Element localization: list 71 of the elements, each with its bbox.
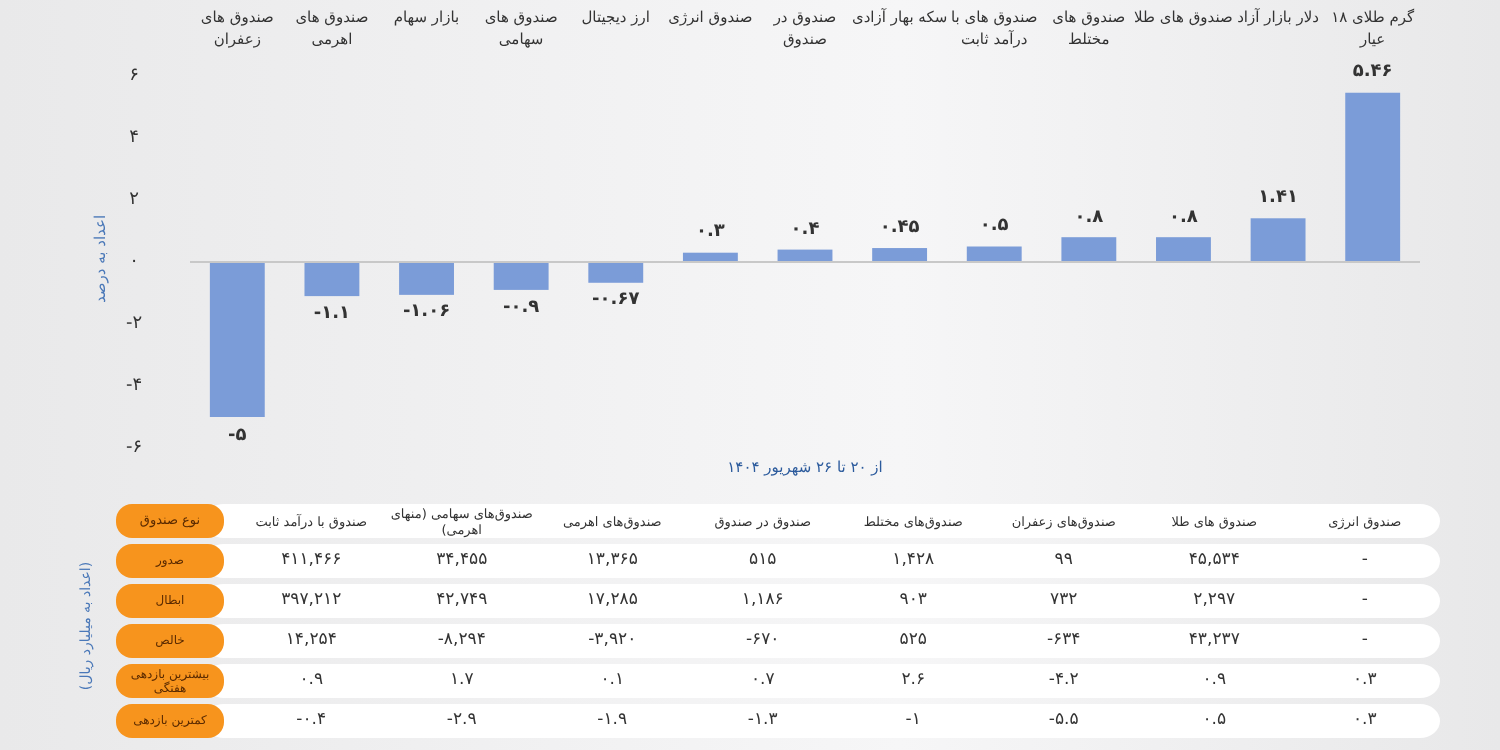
bar	[493, 262, 549, 290]
bar	[1345, 92, 1401, 262]
data-label: ۵.۴۶	[1350, 60, 1395, 87]
text: ۱۳,۳۶۵	[586, 550, 638, 570]
y-tick-label: ۴	[127, 126, 141, 152]
y-tick-label: -۲	[123, 312, 145, 338]
bar	[1156, 237, 1211, 262]
text: ۰.۳	[1352, 710, 1377, 730]
text: ۴۲,۷۴۹	[436, 590, 488, 610]
data-label: ۰.۴۵	[877, 216, 922, 243]
text: ۴۵,۵۳۴	[1188, 550, 1240, 570]
y-tick-label: -۴	[123, 374, 145, 400]
text: -۸,۲۹۴	[437, 630, 486, 650]
text: ۰.۱	[600, 670, 625, 690]
text: ۲.۶	[901, 670, 926, 690]
text: -۶۷۰	[745, 630, 780, 650]
data-label: -۱.۱	[311, 302, 353, 329]
text: ۳۹۷,۲۱۲	[281, 590, 342, 610]
text: ۰.۷	[750, 670, 775, 690]
y-tick-label: -۶	[123, 436, 145, 462]
data-label: -۵	[226, 423, 249, 449]
text: ۷۳۲	[1050, 590, 1078, 610]
bar	[209, 262, 265, 417]
text: -۱	[905, 710, 921, 730]
text: ۵۲۵	[899, 630, 927, 650]
data-label: ۰.۸	[1167, 205, 1200, 232]
text: ۱۴,۲۵۴	[285, 630, 337, 650]
data-label: ۰.۴	[788, 217, 822, 244]
text: -۳,۹۲۰	[588, 630, 637, 650]
text: ۰.۵	[1202, 710, 1227, 730]
bar	[304, 262, 360, 297]
data-label: ۰.۸	[1072, 205, 1106, 232]
text: ۹۹	[1054, 550, 1073, 570]
bar	[1061, 237, 1117, 262]
data-label: ۱.۴۱	[1256, 186, 1300, 213]
text: ۵۱۵	[749, 550, 777, 570]
y-tick-label: ۰	[127, 250, 141, 276]
text: -۲.۹	[446, 710, 477, 730]
data-label: -۰.۹	[501, 295, 542, 322]
text: ۲,۲۹۷	[1193, 590, 1236, 610]
text: -۴.۲	[1048, 670, 1079, 690]
text: -	[1361, 630, 1368, 650]
text: ۴۳,۲۳۷	[1188, 630, 1240, 650]
text: ۱,۴۲۸	[892, 550, 935, 570]
text: -۰.۴	[296, 710, 327, 730]
text: -۱.۳	[747, 710, 778, 730]
data-label: -۰.۶۷	[590, 288, 642, 315]
bar	[399, 262, 454, 295]
bar	[872, 248, 928, 262]
text: -۱.۹	[597, 710, 628, 730]
data-label: ۰.۵	[977, 214, 1011, 241]
y-tick-label: ۶	[127, 64, 141, 90]
data-label: -۱.۰۶	[400, 300, 453, 327]
text: ۰.۹	[1202, 670, 1227, 690]
text: -	[1361, 590, 1368, 610]
text: ۳۴,۴۵۵	[436, 550, 488, 570]
text: -۵.۵	[1048, 710, 1079, 730]
bar	[1250, 218, 1306, 262]
data-label: ۰.۳	[693, 220, 727, 247]
y-tick-label: ۲	[127, 188, 141, 214]
text: ۱۷,۲۸۵	[586, 590, 638, 610]
text: ۹۰۳	[899, 590, 927, 610]
text: ۱.۷	[449, 670, 474, 690]
text: ۰.۳	[1352, 670, 1377, 690]
bar	[588, 262, 644, 283]
bar	[966, 246, 1022, 262]
text: -۶۳۴	[1046, 630, 1081, 650]
text: ۰.۹	[299, 670, 324, 690]
text: -	[1361, 550, 1368, 570]
text: ۱,۱۸۶	[741, 590, 784, 610]
text: ۴۱۱,۴۶۶	[281, 550, 342, 570]
